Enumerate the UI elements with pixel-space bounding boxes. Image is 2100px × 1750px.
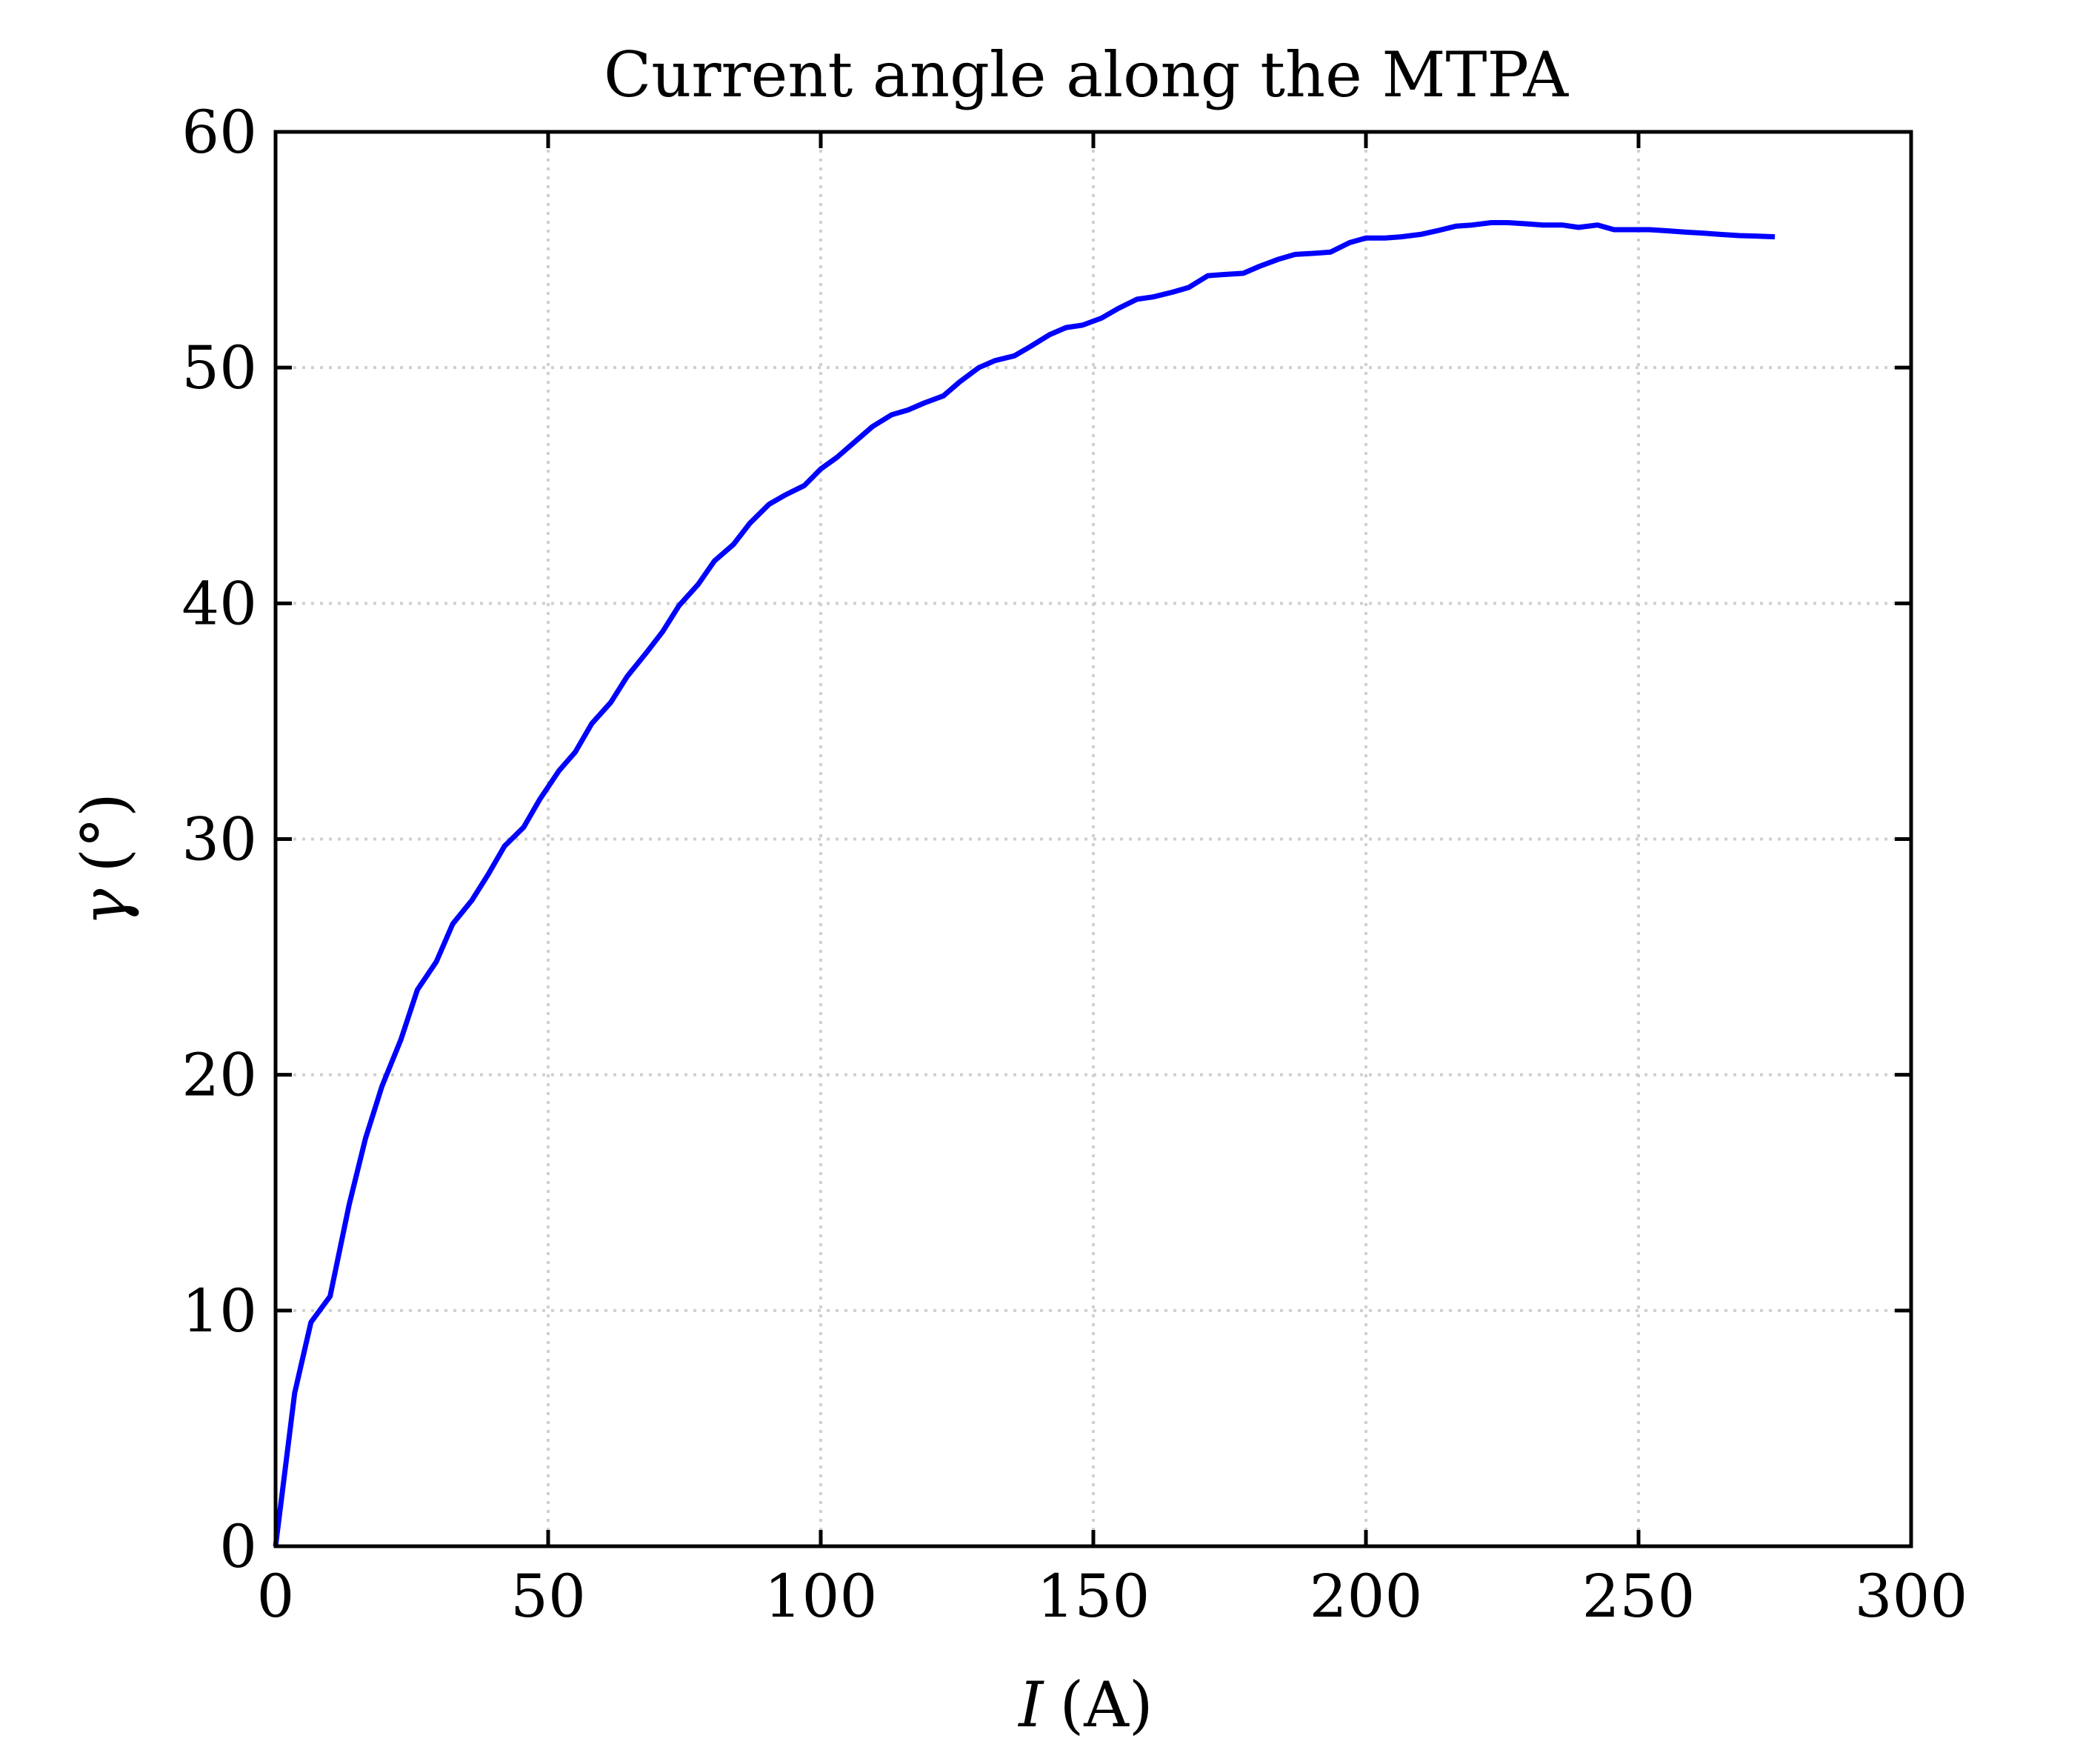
x-tick-label: 250 [1582, 1562, 1696, 1631]
x-axis-label: I (A) [1017, 1669, 1153, 1741]
y-tick-label: 40 [181, 569, 257, 638]
y-tick-label: 10 [181, 1277, 257, 1345]
ticks [273, 130, 1913, 1548]
x-axis-label-unit: (A) [1059, 1669, 1153, 1741]
x-tick-labels: 0 50 100 150 200 250 300 [257, 1562, 1968, 1631]
y-axis-label-unit: (°) [68, 793, 141, 873]
series-line [273, 220, 1776, 1547]
x-tick-label: 0 [257, 1562, 295, 1631]
y-tick-label: 60 [181, 98, 257, 167]
y-tick-labels: 0 10 20 30 40 50 60 [181, 98, 257, 1581]
y-tick-label: 0 [219, 1512, 257, 1581]
chart-title: Current angle along the MTPA [604, 39, 1569, 111]
x-tick-label: 300 [1855, 1562, 1968, 1631]
y-tick-label: 20 [181, 1041, 257, 1110]
y-tick-label: 30 [181, 805, 257, 874]
x-tick-label: 150 [1037, 1562, 1150, 1631]
y-tick-label: 50 [181, 333, 257, 402]
y-axis-label-var: γ [68, 888, 141, 926]
x-tick-label: 200 [1310, 1562, 1423, 1631]
x-tick-label: 50 [510, 1562, 586, 1631]
x-tick-label: 100 [764, 1562, 878, 1631]
y-axis-label: γ (°) [68, 793, 141, 926]
grid [276, 132, 1911, 1546]
x-axis-label-var: I [1017, 1669, 1044, 1741]
